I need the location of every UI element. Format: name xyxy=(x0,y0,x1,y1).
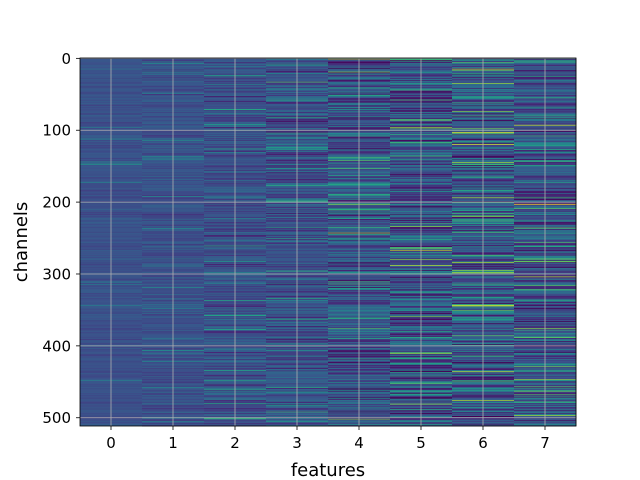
y-tick-label: 400 xyxy=(42,337,71,355)
y-tick-label: 0 xyxy=(61,50,71,68)
heatmap-cells xyxy=(80,58,577,427)
x-tick-label: 3 xyxy=(292,434,302,452)
y-axis-ticks: 0 100 200 300 400 500 xyxy=(42,50,80,427)
y-tick-label: 500 xyxy=(42,409,71,427)
x-tick-label: 6 xyxy=(478,434,488,452)
x-tick-label: 4 xyxy=(354,434,364,452)
y-tick-label: 100 xyxy=(42,122,71,140)
x-axis-label: features xyxy=(291,460,365,480)
plot-frame xyxy=(79,57,577,427)
x-tick-label: 7 xyxy=(540,434,550,452)
x-tick-label: 0 xyxy=(106,434,116,452)
x-tick-label: 1 xyxy=(168,434,178,452)
x-axis-ticks: 0 1 2 3 4 5 6 7 xyxy=(106,426,550,452)
y-tick-label: 300 xyxy=(42,265,71,283)
y-tick-label: 200 xyxy=(42,194,71,212)
y-axis-label: channels xyxy=(11,202,32,283)
x-tick-label: 2 xyxy=(230,434,240,452)
x-tick-label: 5 xyxy=(416,434,426,452)
